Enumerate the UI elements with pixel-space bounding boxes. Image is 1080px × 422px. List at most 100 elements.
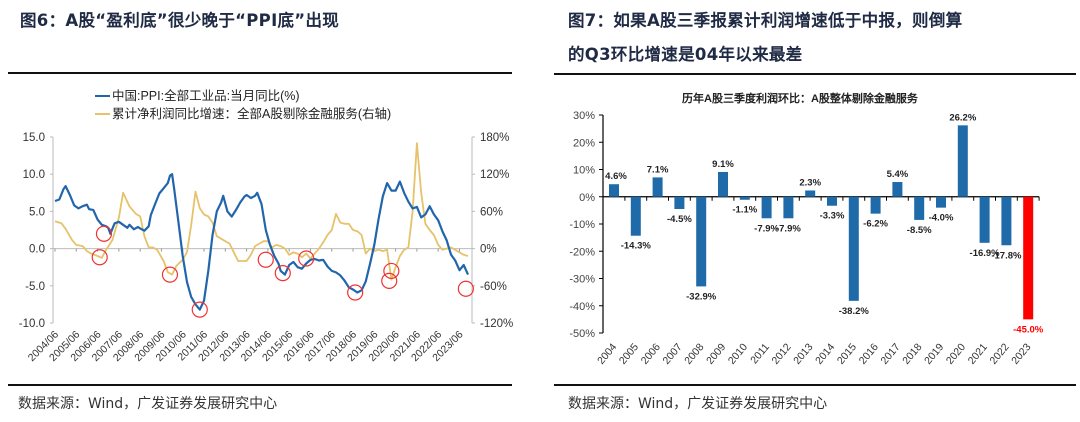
bar [957,125,968,197]
left-tick-label: -5.0 [25,281,45,293]
figure-7-source: 数据来源：Wind，广发证券发展研究中心 [568,396,828,412]
title-divider [8,72,512,74]
right-tick-label: 60% [480,206,503,218]
bar [783,196,794,219]
x-tick-label: 2004 [595,341,619,367]
legend-label-0: 中国:PPI:全部工业品:当月同比(%) [112,88,300,103]
bar-value-label: -45.0% [1013,324,1044,335]
left-tick-label: -10.0 [19,318,45,330]
bar-value-label: 7.1% [647,164,669,175]
trough-circle-marker [161,266,179,283]
x-tick-label: 2023 [1009,341,1033,367]
y-tick-label: 30% [573,110,595,122]
x-tick-label: 2005 [617,341,641,367]
bar [652,177,663,197]
bar [805,190,816,197]
bar [696,196,707,287]
chart-bars: 4.6%-14.3%7.1%-4.5%-32.9%9.1%-1.1%-7.9%-… [605,112,1044,335]
bar [870,196,881,214]
y-tick-label: 0% [579,192,595,204]
bar [718,171,728,197]
y-tick-label: -10% [569,219,595,231]
bar-value-label: 2.3% [799,177,821,188]
trough-circle-marker [257,251,274,268]
source-divider [554,384,1076,386]
y-tick-label: -20% [569,246,595,258]
trough-circle-marker [298,250,315,267]
legend-label-1: 累计净利润同比增速：全部A股剔除金融服务(右轴) [112,106,391,121]
trough-circle-marker [95,225,113,242]
bar-value-label: -16.9% [970,248,1001,259]
x-tick-label: 2018 [900,341,924,367]
right-tick-label: 180% [480,132,509,144]
x-tick-label: 2007 [660,341,684,367]
profit-growth-line [54,142,469,281]
trough-circle-marker [91,249,108,266]
bar [848,196,859,301]
trough-circle-marker [347,284,364,301]
y-tick-label: 20% [573,137,595,149]
q3-profit-bar-chart: 历年A股三季度利润环比：A股整体剔除金融服务 30% 20% 10% 0% -10% -2… [569,91,1044,367]
figure-6-source: 数据来源：Wind，广发证券发展研究中心 [18,396,278,412]
chart-title: 历年A股三季度利润环比：A股整体剔除金融服务 [682,91,919,105]
bar-value-label: -7.9% [754,223,779,234]
trough-circle-marker [457,280,474,297]
right-tick-label: 0% [480,244,497,256]
bar-value-label: -4.5% [667,214,692,225]
bar-value-label: -8.5% [907,225,932,236]
figure-6-title: 图6：A股“盈利底”很少晚于“PPI底”出现 [20,11,340,30]
chart-annotations [91,225,474,318]
chart-axes: 30%20%10%0%-10%-20%-30%-40%-50%200420052… [569,110,1040,367]
left-tick-label: 5.0 [29,206,45,218]
bar-value-label: -7.9% [776,223,801,234]
trough-circle-marker [381,272,398,289]
bar-value-label: -32.9% [686,291,717,302]
title-divider [554,73,1076,75]
ppi-profit-line-chart: 中国:PPI:全部工业品:当月同比(%) 累计净利润同比增速：全部A股剔除金融服务… [19,88,513,364]
bar-value-label: 5.4% [887,169,909,180]
bar-value-label: -17.8% [991,250,1022,261]
bar-value-label: 9.1% [712,159,734,170]
x-tick-label: 2014 [813,341,837,367]
bar [914,196,925,220]
right-tick-label: -60% [480,281,507,293]
bar [979,196,990,243]
right-tick-label: 120% [480,169,509,181]
bar-value-label: -14.3% [621,241,652,252]
bar [739,196,750,200]
chart-legend: 中国:PPI:全部工业品:当月同比(%) 累计净利润同比增速：全部A股剔除金融服务… [95,88,391,121]
bar [674,196,685,210]
x-tick-label: 2013 [791,341,815,367]
y-tick-label: -50% [569,328,595,340]
x-tick-label: 2016 [857,341,881,367]
x-tick-label: 2008 [682,341,706,367]
bar [892,182,903,197]
bar-value-label: -6.2% [863,219,888,230]
ppi-line [54,173,470,311]
bar-value-label: -1.1% [732,205,757,216]
bar-value-label: -3.3% [820,211,845,222]
trough-circle-marker [383,262,400,280]
x-tick-label: 2009 [704,341,728,367]
bar [1001,196,1012,246]
bar-highlighted [1023,196,1034,320]
x-tick-label: 2006 [639,341,663,367]
x-tick-label: 2020 [944,341,968,367]
x-tick-label: 2011 [748,341,772,366]
x-tick-label: 2010 [726,341,750,367]
bar-value-label: 4.6% [605,171,627,182]
y-tick-label: -30% [569,274,595,286]
figure-7-title-line1: 图7：如果A股三季报累计利润增速低于中报，则倒算 [568,11,963,30]
x-tick-label: 2022 [987,341,1011,367]
right-tick-label: -120% [480,318,513,330]
trough-circle-marker [274,265,291,282]
x-tick-label: 2012 [769,341,793,367]
trough-circle-marker [191,301,208,318]
bar [630,196,641,236]
bar-value-label: 26.2% [949,112,976,123]
source-divider [8,384,512,386]
left-tick-label: 0.0 [29,244,45,256]
chart-series [54,142,470,311]
x-tick-label: 2015 [835,341,859,367]
bar [936,196,946,208]
